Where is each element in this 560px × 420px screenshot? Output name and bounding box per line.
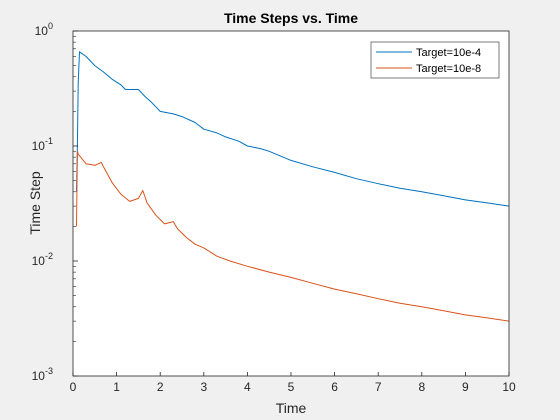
plot-area-background	[73, 31, 509, 376]
x-tick-label: 0	[70, 380, 77, 394]
legend-box	[370, 41, 500, 79]
y-tick-label: 10-1	[32, 136, 53, 153]
series-line-2	[76, 150, 510, 322]
x-tick-label: 3	[200, 380, 207, 394]
legend-label-series-1: Target=10e-4	[416, 47, 481, 59]
x-tick-label: 10	[502, 380, 516, 394]
legend: Target=10e-4 Target=10e-8	[370, 41, 500, 79]
legend-label-series-2: Target=10e-8	[416, 63, 481, 75]
y-tick-label: 100	[35, 21, 53, 38]
x-tick-label: 4	[244, 380, 251, 394]
y-tick-label: 10-2	[32, 251, 53, 268]
chart-title: Time Steps vs. Time	[224, 10, 358, 26]
x-tick-label: 1	[113, 380, 120, 394]
series-layer	[76, 51, 510, 322]
series-line-1	[76, 51, 510, 207]
x-tick-label: 5	[288, 380, 295, 394]
x-axis-label: Time	[276, 400, 307, 416]
y-axis-label: Time Step	[27, 171, 43, 234]
plot-area-frame	[72, 30, 510, 377]
x-tick-label: 8	[418, 380, 425, 394]
x-tick-label: 7	[375, 380, 382, 394]
tick-layer: 0 1 2 3 4 5 6 7 8 9 10 10-3 10-2 10-1 100	[32, 21, 516, 394]
x-tick-label: 2	[157, 380, 164, 394]
x-tick-label: 6	[331, 380, 338, 394]
x-tick-label: 9	[462, 380, 469, 394]
y-tick-label: 10-3	[32, 366, 53, 383]
